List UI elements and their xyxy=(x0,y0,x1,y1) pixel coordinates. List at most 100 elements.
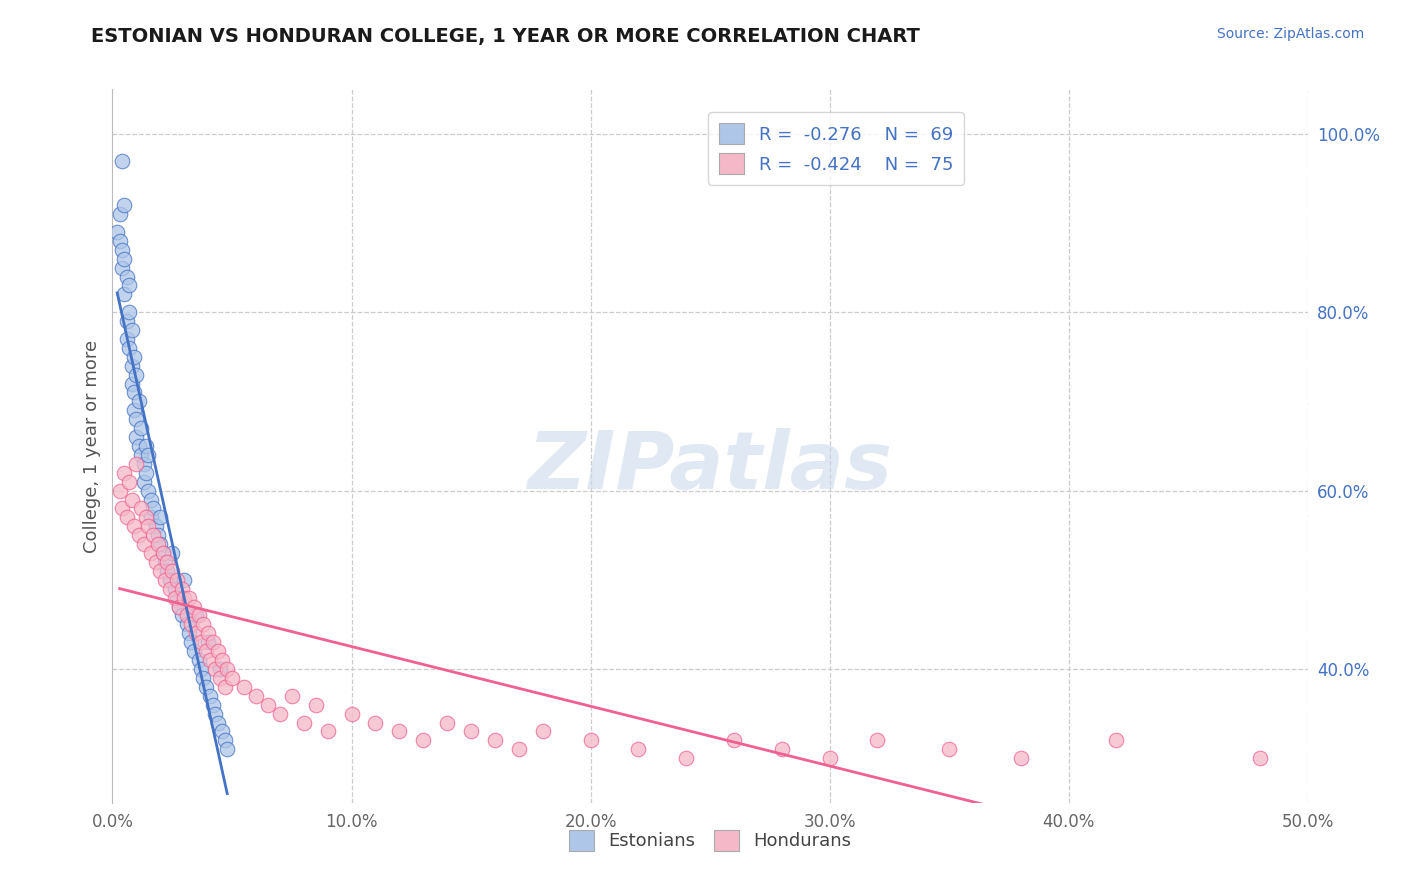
Point xyxy=(163,582,186,596)
Text: ESTONIAN VS HONDURAN COLLEGE, 1 YEAR OR MORE CORRELATION CHART: ESTONIAN VS HONDURAN COLLEGE, 1 YEAR OR … xyxy=(91,27,921,45)
Point xyxy=(145,555,167,569)
Point xyxy=(159,582,181,596)
Point xyxy=(139,510,162,524)
Point xyxy=(190,662,212,676)
Point xyxy=(114,198,135,212)
Point xyxy=(197,626,219,640)
Point xyxy=(723,733,745,747)
Point xyxy=(770,742,793,756)
Point xyxy=(214,680,236,694)
Point xyxy=(204,662,226,676)
Point xyxy=(139,546,162,560)
Point xyxy=(156,555,179,569)
Point xyxy=(170,608,193,623)
Point xyxy=(135,439,157,453)
Point xyxy=(364,715,387,730)
Point xyxy=(156,564,179,578)
Point xyxy=(866,733,889,747)
Point xyxy=(221,671,243,685)
Point xyxy=(204,706,226,721)
Point xyxy=(233,680,256,694)
Point xyxy=(177,626,200,640)
Y-axis label: College, 1 year or more: College, 1 year or more xyxy=(83,340,101,552)
Point xyxy=(180,617,202,632)
Point xyxy=(122,519,145,533)
Point xyxy=(111,260,134,275)
Point xyxy=(186,608,208,623)
Point xyxy=(118,278,141,293)
Point xyxy=(176,617,198,632)
Point xyxy=(190,635,212,649)
Point xyxy=(1249,751,1271,765)
Point xyxy=(142,528,165,542)
Point xyxy=(153,555,176,569)
Point xyxy=(180,635,202,649)
Point xyxy=(340,706,363,721)
Point xyxy=(292,715,315,730)
Point xyxy=(138,483,160,498)
Point xyxy=(245,689,267,703)
Point xyxy=(269,706,291,721)
Legend: Estonians, Hondurans: Estonians, Hondurans xyxy=(561,822,859,858)
Point xyxy=(194,644,217,658)
Point xyxy=(135,466,157,480)
Point xyxy=(436,715,458,730)
Point xyxy=(579,733,602,747)
Point xyxy=(173,573,195,587)
Point xyxy=(316,724,339,739)
Point xyxy=(111,501,134,516)
Point xyxy=(183,599,205,614)
Point xyxy=(166,591,188,605)
Point xyxy=(115,332,138,346)
Point xyxy=(129,448,152,462)
Point xyxy=(121,492,143,507)
Point xyxy=(152,546,174,560)
Point xyxy=(115,510,138,524)
Point xyxy=(114,252,135,266)
Point xyxy=(938,742,960,756)
Point xyxy=(128,528,150,542)
Point xyxy=(128,394,150,409)
Point xyxy=(135,510,157,524)
Point xyxy=(193,671,215,685)
Point xyxy=(209,671,232,685)
Point xyxy=(122,385,145,400)
Point xyxy=(139,492,162,507)
Point xyxy=(257,698,280,712)
Point xyxy=(146,528,169,542)
Point xyxy=(108,207,131,221)
Point xyxy=(125,457,148,471)
Point xyxy=(1105,733,1128,747)
Point xyxy=(388,724,411,739)
Point xyxy=(173,591,195,605)
Point xyxy=(183,644,205,658)
Point xyxy=(121,323,143,337)
Point xyxy=(209,662,232,676)
Point xyxy=(129,501,152,516)
Point xyxy=(194,680,217,694)
Point xyxy=(531,724,554,739)
Point xyxy=(105,225,128,239)
Point xyxy=(129,421,152,435)
Point xyxy=(200,689,222,703)
Point xyxy=(114,287,135,301)
Point xyxy=(170,582,193,596)
Point xyxy=(114,466,135,480)
Point xyxy=(149,537,172,551)
Point xyxy=(125,430,148,444)
Point xyxy=(818,751,841,765)
Point xyxy=(122,403,145,417)
Point xyxy=(115,314,138,328)
Point xyxy=(111,243,134,257)
Point xyxy=(108,234,131,248)
Point xyxy=(176,608,198,623)
Point xyxy=(201,635,224,649)
Point xyxy=(305,698,328,712)
Point xyxy=(115,269,138,284)
Point xyxy=(118,475,141,489)
Point xyxy=(627,742,650,756)
Point xyxy=(163,591,186,605)
Point xyxy=(108,483,131,498)
Point xyxy=(118,305,141,319)
Point xyxy=(281,689,304,703)
